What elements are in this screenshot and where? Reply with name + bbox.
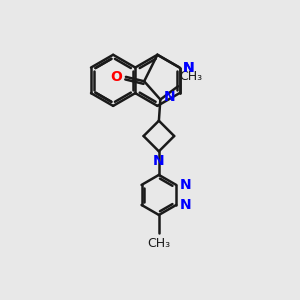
Text: N: N xyxy=(183,61,195,75)
Text: N: N xyxy=(183,61,195,75)
Text: CH₃: CH₃ xyxy=(147,237,170,250)
Text: O: O xyxy=(110,70,122,84)
Text: N: N xyxy=(153,154,165,168)
Text: N: N xyxy=(180,178,191,192)
Text: N: N xyxy=(180,198,191,212)
Text: N: N xyxy=(164,90,176,104)
Text: CH₃: CH₃ xyxy=(179,70,203,83)
